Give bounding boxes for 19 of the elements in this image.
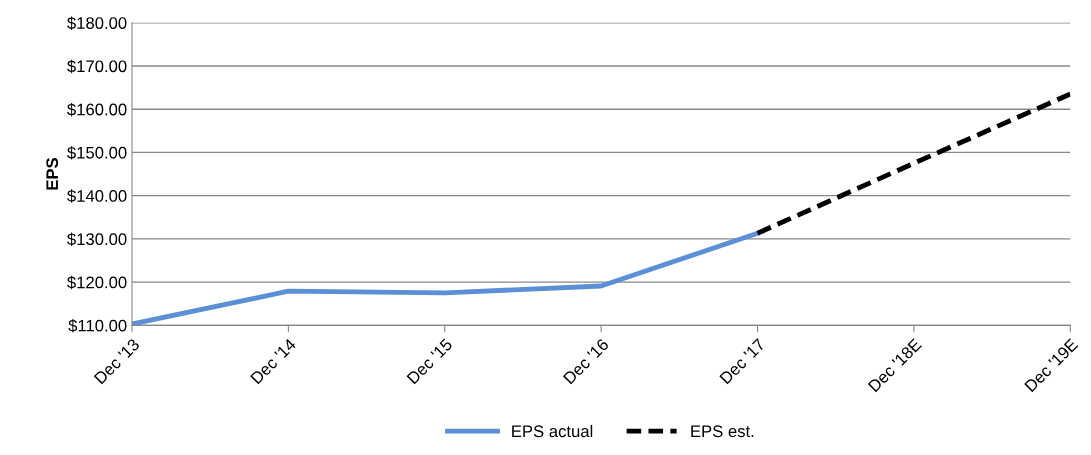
x-tick-label: Dec '15 [406,338,453,385]
y-tick-label: $110.00 [68,319,127,333]
y-tick-label: $130.00 [67,232,127,247]
x-tick-label: Dec '19E [1024,337,1079,393]
y-tick-label: $120.00 [67,275,127,290]
line-series [132,230,760,326]
y-tick-label: $180.00 [67,16,127,30]
x-tick-label: Dec '14 [250,337,297,385]
y-tick-label: $160.00 [67,102,127,117]
legend-label: EPS actual [512,424,593,438]
y-tick-label: $140.00 [67,189,127,203]
x-tick-label: Dec '16 [562,337,610,385]
y-axis-title: EPS [46,158,59,190]
x-tick-label: Dec '17 [719,338,766,385]
x-tick-label: Dec '13 [93,337,141,385]
x-tick-label: Dec '18E [867,337,923,393]
y-tick-label: $170.00 [67,59,127,74]
legend-label: EPS est. [691,425,754,438]
y-tick-label: $150.00 [67,146,127,160]
